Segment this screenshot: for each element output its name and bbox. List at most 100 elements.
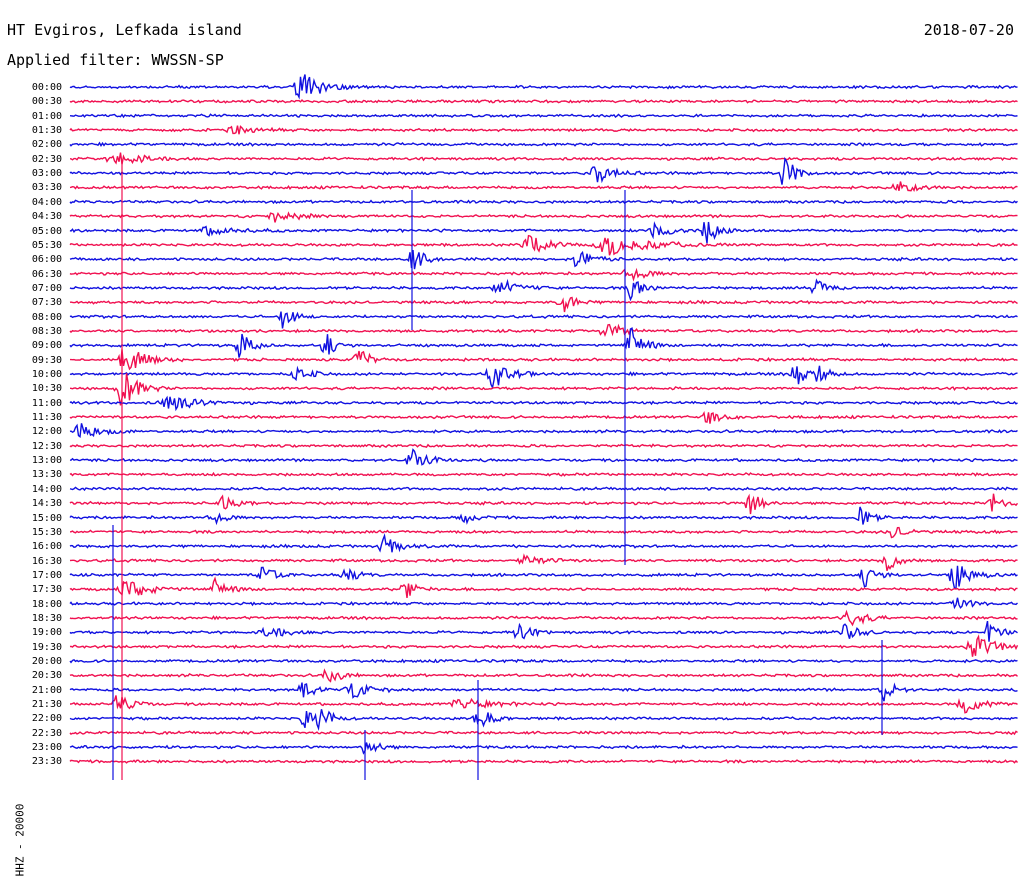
time-label: 09:30 — [31, 354, 62, 366]
trace-line — [69, 278, 1018, 302]
trace-line — [69, 597, 1018, 610]
trace-line — [69, 365, 1018, 390]
trace-line — [69, 156, 1018, 185]
trace-line — [69, 506, 1018, 526]
time-label: 01:00 — [31, 110, 62, 122]
seismogram-rows: 00:00 00:30 01:00 01:30 02:00 02:30 03:00 03:30… — [31, 82, 62, 768]
time-label: 22:00 — [31, 713, 62, 725]
trace-line — [69, 668, 1018, 683]
trace-line — [70, 152, 1018, 165]
time-label: 11:00 — [31, 397, 62, 409]
trace-line — [69, 759, 1019, 764]
time-label: 02:00 — [31, 139, 62, 151]
time-label: 14:30 — [31, 498, 62, 510]
trace-line — [69, 620, 1018, 642]
time-label: 05:30 — [31, 239, 62, 251]
trace-line — [69, 323, 1018, 337]
time-label: 10:00 — [31, 369, 62, 380]
time-label: 06:30 — [31, 268, 62, 280]
trace-line — [69, 443, 1018, 449]
time-label: 04:00 — [31, 196, 62, 208]
time-label: 10:30 — [31, 383, 62, 395]
time-label: 15:30 — [31, 526, 62, 538]
time-label: 17:00 — [31, 569, 62, 581]
trace-line — [69, 181, 1018, 192]
time-label: 18:30 — [31, 612, 62, 624]
trace-line — [69, 658, 1018, 664]
trace-line — [69, 395, 1018, 412]
time-label: 06:00 — [31, 254, 62, 266]
trace-line — [69, 311, 1018, 329]
trace-line — [69, 533, 1018, 553]
trace-line — [69, 709, 1018, 732]
trace-line — [69, 199, 1018, 205]
channel-label: HHZ - 20000 — [13, 803, 27, 876]
time-label: 15:00 — [31, 512, 62, 524]
time-label: 22:30 — [31, 727, 62, 739]
trace-line — [70, 695, 1018, 714]
trace-line — [69, 113, 1018, 119]
trace-line — [69, 221, 1018, 244]
trace-line — [69, 576, 1018, 598]
time-label: 12:30 — [31, 440, 62, 452]
time-label: 00:00 — [31, 82, 62, 93]
time-label: 23:30 — [31, 756, 62, 768]
time-label: 23:00 — [31, 742, 62, 754]
trace-line — [69, 423, 1018, 438]
trace-line — [69, 141, 1018, 147]
trace-line — [69, 211, 1018, 223]
time-label: 02:30 — [31, 153, 62, 165]
time-label: 08:00 — [31, 311, 62, 323]
time-label: 19:30 — [31, 641, 62, 653]
time-label: 12:00 — [31, 426, 62, 438]
trace-line — [69, 98, 1018, 104]
filter-label: Applied filter: WWSSN-SP — [7, 51, 224, 69]
trace-line — [69, 553, 1018, 572]
trace-line — [69, 609, 1018, 627]
date-label: 2018-07-20 — [923, 21, 1014, 39]
trace-line — [69, 267, 1018, 282]
trace-line — [69, 410, 1018, 424]
time-label: 14:00 — [31, 483, 62, 495]
trace-line — [69, 471, 1018, 477]
trace-line — [69, 250, 1018, 270]
time-label: 13:30 — [31, 469, 62, 481]
time-label: 11:30 — [31, 412, 62, 424]
time-label: 13:00 — [31, 455, 62, 467]
trace-line — [69, 234, 1018, 256]
trace-line — [69, 327, 1018, 358]
trace-line — [70, 526, 1018, 539]
trace-line — [69, 74, 1018, 100]
time-label: 21:30 — [31, 699, 62, 711]
time-label: 20:00 — [31, 656, 62, 667]
trace-line — [69, 486, 1018, 492]
time-label: 09:00 — [31, 340, 62, 352]
time-label: 18:00 — [31, 598, 62, 610]
trace-line — [69, 682, 1018, 702]
time-label: 07:00 — [31, 282, 62, 294]
trace-line — [69, 296, 1018, 313]
station-title: HT Evgiros, Lefkada island — [7, 21, 242, 39]
time-label: 07:30 — [31, 297, 62, 309]
seismogram-traces — [69, 74, 1019, 780]
trace-line — [69, 634, 1019, 657]
trace-line — [69, 742, 1018, 755]
time-label: 00:30 — [31, 96, 62, 108]
trace-line — [69, 493, 1019, 515]
time-label: 01:30 — [31, 125, 62, 137]
time-label: 19:00 — [31, 627, 62, 639]
time-label: 05:00 — [31, 225, 62, 237]
time-label: 21:00 — [31, 684, 62, 696]
time-label: 20:30 — [31, 670, 62, 682]
trace-line — [70, 373, 1018, 406]
time-label: 03:30 — [31, 182, 62, 194]
trace-line — [70, 349, 1018, 371]
trace-line — [69, 125, 1018, 135]
time-label: 17:30 — [31, 584, 62, 596]
time-label: 04:30 — [31, 211, 62, 223]
trace-line — [69, 565, 1018, 590]
time-label: 03:00 — [31, 168, 62, 180]
trace-line — [69, 448, 1018, 466]
time-label: 16:00 — [31, 541, 62, 553]
time-label: 16:30 — [31, 555, 62, 567]
